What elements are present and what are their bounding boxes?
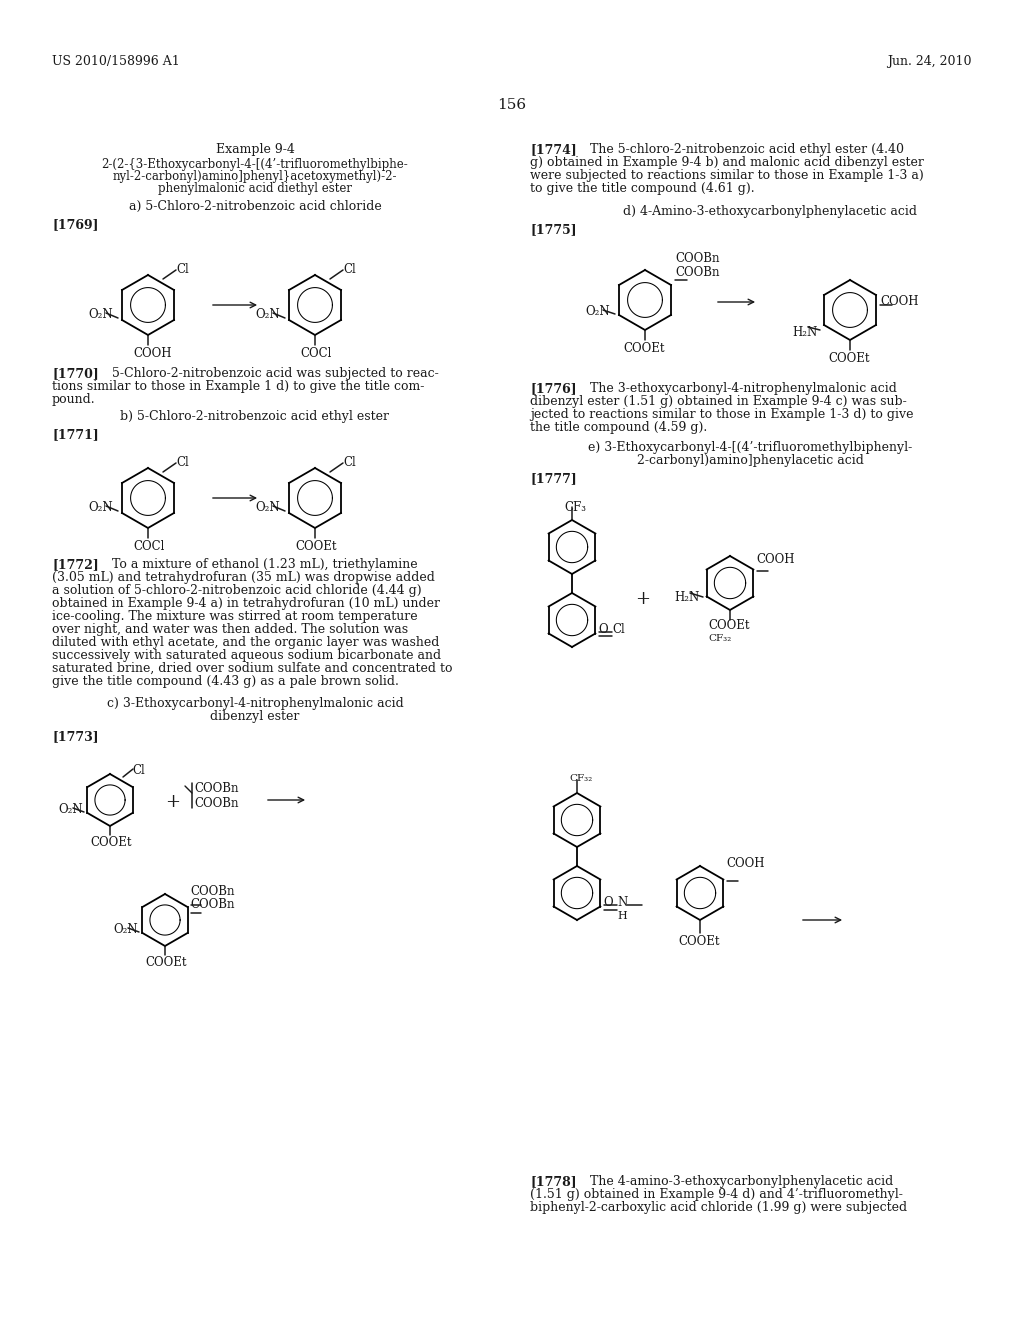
Text: Cl: Cl bbox=[176, 455, 188, 469]
Text: COOBn: COOBn bbox=[194, 781, 239, 795]
Text: COOEt: COOEt bbox=[623, 342, 665, 355]
Text: [1778]: [1778] bbox=[530, 1175, 577, 1188]
Text: COOH: COOH bbox=[756, 553, 795, 566]
Text: Cl: Cl bbox=[176, 263, 188, 276]
Text: O₂N: O₂N bbox=[58, 803, 83, 816]
Text: COOEt: COOEt bbox=[90, 836, 131, 849]
Text: O₂N: O₂N bbox=[88, 502, 113, 513]
Text: +: + bbox=[165, 793, 180, 810]
Text: [1775]: [1775] bbox=[530, 223, 577, 236]
Text: Cl: Cl bbox=[132, 764, 144, 777]
Text: g) obtained in Example 9-4 b) and malonic acid dibenzyl ester: g) obtained in Example 9-4 b) and maloni… bbox=[530, 156, 924, 169]
Text: (1.51 g) obtained in Example 9-4 d) and 4’-trifluoromethyl-: (1.51 g) obtained in Example 9-4 d) and … bbox=[530, 1188, 903, 1201]
Text: phenylmalonic acid diethyl ester: phenylmalonic acid diethyl ester bbox=[158, 182, 352, 195]
Text: [1773]: [1773] bbox=[52, 730, 98, 743]
Text: O₂N: O₂N bbox=[113, 923, 137, 936]
Text: successively with saturated aqueous sodium bicarbonate and: successively with saturated aqueous sodi… bbox=[52, 649, 441, 663]
Text: O₂N: O₂N bbox=[88, 308, 113, 321]
Text: [1776]: [1776] bbox=[530, 381, 577, 395]
Text: a) 5-Chloro-2-nitrobenzoic acid chloride: a) 5-Chloro-2-nitrobenzoic acid chloride bbox=[129, 201, 381, 213]
Text: H: H bbox=[617, 911, 627, 921]
Text: [1772]: [1772] bbox=[52, 558, 98, 572]
Text: N: N bbox=[617, 896, 628, 909]
Text: COOEt: COOEt bbox=[678, 935, 720, 948]
Text: obtained in Example 9-4 a) in tetrahydrofuran (10 mL) under: obtained in Example 9-4 a) in tetrahydro… bbox=[52, 597, 440, 610]
Text: dibenzyl ester: dibenzyl ester bbox=[210, 710, 300, 723]
Text: +: + bbox=[635, 590, 650, 609]
Text: H₂N: H₂N bbox=[674, 591, 699, 605]
Text: COCl: COCl bbox=[133, 540, 165, 553]
Text: 156: 156 bbox=[498, 98, 526, 112]
Text: US 2010/158996 A1: US 2010/158996 A1 bbox=[52, 55, 180, 69]
Text: COOEt: COOEt bbox=[828, 352, 869, 366]
Text: Cl: Cl bbox=[612, 623, 625, 636]
Text: CF₃₂: CF₃₂ bbox=[569, 774, 592, 783]
Text: To a mixture of ethanol (1.23 mL), triethylamine: To a mixture of ethanol (1.23 mL), triet… bbox=[108, 558, 418, 572]
Text: tions similar to those in Example 1 d) to give the title com-: tions similar to those in Example 1 d) t… bbox=[52, 380, 424, 393]
Text: d) 4-Amino-3-ethoxycarbonylphenylacetic acid: d) 4-Amino-3-ethoxycarbonylphenylacetic … bbox=[623, 205, 918, 218]
Text: Jun. 24, 2010: Jun. 24, 2010 bbox=[888, 55, 972, 69]
Text: to give the title compound (4.61 g).: to give the title compound (4.61 g). bbox=[530, 182, 755, 195]
Text: O₂N: O₂N bbox=[255, 308, 280, 321]
Text: c) 3-Ethoxycarbonyl-4-nitrophenylmalonic acid: c) 3-Ethoxycarbonyl-4-nitrophenylmalonic… bbox=[106, 697, 403, 710]
Text: [1777]: [1777] bbox=[530, 473, 577, 484]
Text: the title compound (4.59 g).: the title compound (4.59 g). bbox=[530, 421, 708, 434]
Text: COOBn: COOBn bbox=[194, 797, 239, 810]
Text: 2-carbonyl)amino]phenylacetic acid: 2-carbonyl)amino]phenylacetic acid bbox=[637, 454, 863, 467]
Text: COOH: COOH bbox=[726, 857, 765, 870]
Text: CF₃₂: CF₃₂ bbox=[708, 634, 731, 643]
Text: Cl: Cl bbox=[343, 455, 355, 469]
Text: COOBn: COOBn bbox=[190, 884, 234, 898]
Text: a solution of 5-chloro-2-nitrobenzoic acid chloride (4.44 g): a solution of 5-chloro-2-nitrobenzoic ac… bbox=[52, 583, 422, 597]
Text: The 4-amino-3-ethoxycarbonylphenylacetic acid: The 4-amino-3-ethoxycarbonylphenylacetic… bbox=[586, 1175, 893, 1188]
Text: jected to reactions similar to those in Example 1-3 d) to give: jected to reactions similar to those in … bbox=[530, 408, 913, 421]
Text: COOH: COOH bbox=[133, 347, 171, 360]
Text: 5-Chloro-2-nitrobenzoic acid was subjected to reac-: 5-Chloro-2-nitrobenzoic acid was subject… bbox=[108, 367, 438, 380]
Text: [1771]: [1771] bbox=[52, 428, 98, 441]
Text: The 5-chloro-2-nitrobenzoic acid ethyl ester (4.40: The 5-chloro-2-nitrobenzoic acid ethyl e… bbox=[586, 143, 904, 156]
Text: CF₃: CF₃ bbox=[564, 502, 586, 513]
Text: COOEt: COOEt bbox=[145, 956, 186, 969]
Text: [1769]: [1769] bbox=[52, 218, 98, 231]
Text: COOBn: COOBn bbox=[190, 898, 234, 911]
Text: over night, and water was then added. The solution was: over night, and water was then added. Th… bbox=[52, 623, 409, 636]
Text: dibenzyl ester (1.51 g) obtained in Example 9-4 c) was sub-: dibenzyl ester (1.51 g) obtained in Exam… bbox=[530, 395, 906, 408]
Text: Example 9-4: Example 9-4 bbox=[216, 143, 295, 156]
Text: COCl: COCl bbox=[300, 347, 332, 360]
Text: biphenyl-2-carboxylic acid chloride (1.99 g) were subjected: biphenyl-2-carboxylic acid chloride (1.9… bbox=[530, 1201, 907, 1214]
Text: COOBn: COOBn bbox=[675, 252, 720, 265]
Text: [1774]: [1774] bbox=[530, 143, 577, 156]
Text: Cl: Cl bbox=[343, 263, 355, 276]
Text: diluted with ethyl acetate, and the organic layer was washed: diluted with ethyl acetate, and the orga… bbox=[52, 636, 439, 649]
Text: [1770]: [1770] bbox=[52, 367, 98, 380]
Text: COOEt: COOEt bbox=[708, 619, 750, 632]
Text: nyl-2-carbonyl)amino]phenyl}acetoxymethyl)-2-: nyl-2-carbonyl)amino]phenyl}acetoxymethy… bbox=[113, 170, 397, 183]
Text: O: O bbox=[598, 623, 607, 636]
Text: O₂N: O₂N bbox=[255, 502, 280, 513]
Text: O: O bbox=[603, 896, 612, 909]
Text: b) 5-Chloro-2-nitrobenzoic acid ethyl ester: b) 5-Chloro-2-nitrobenzoic acid ethyl es… bbox=[121, 411, 389, 422]
Text: O₂N: O₂N bbox=[585, 305, 609, 318]
Text: The 3-ethoxycarbonyl-4-nitrophenylmalonic acid: The 3-ethoxycarbonyl-4-nitrophenylmaloni… bbox=[586, 381, 897, 395]
Text: ice-cooling. The mixture was stirred at room temperature: ice-cooling. The mixture was stirred at … bbox=[52, 610, 418, 623]
Text: were subjected to reactions similar to those in Example 1-3 a): were subjected to reactions similar to t… bbox=[530, 169, 924, 182]
Text: COOBn: COOBn bbox=[675, 267, 720, 279]
Text: (3.05 mL) and tetrahydrofuran (35 mL) was dropwise added: (3.05 mL) and tetrahydrofuran (35 mL) wa… bbox=[52, 572, 435, 583]
Text: e) 3-Ethoxycarbonyl-4-[(4’-trifluoromethylbiphenyl-: e) 3-Ethoxycarbonyl-4-[(4’-trifluorometh… bbox=[588, 441, 912, 454]
Text: COOH: COOH bbox=[880, 294, 919, 308]
Text: pound.: pound. bbox=[52, 393, 95, 407]
Text: COOEt: COOEt bbox=[295, 540, 337, 553]
Text: saturated brine, dried over sodium sulfate and concentrated to: saturated brine, dried over sodium sulfa… bbox=[52, 663, 453, 675]
Text: 2-(2-{3-Ethoxycarbonyl-4-[(4’-trifluoromethylbiphe-: 2-(2-{3-Ethoxycarbonyl-4-[(4’-trifluorom… bbox=[101, 158, 409, 172]
Text: H₂N: H₂N bbox=[792, 326, 817, 339]
Text: give the title compound (4.43 g) as a pale brown solid.: give the title compound (4.43 g) as a pa… bbox=[52, 675, 399, 688]
